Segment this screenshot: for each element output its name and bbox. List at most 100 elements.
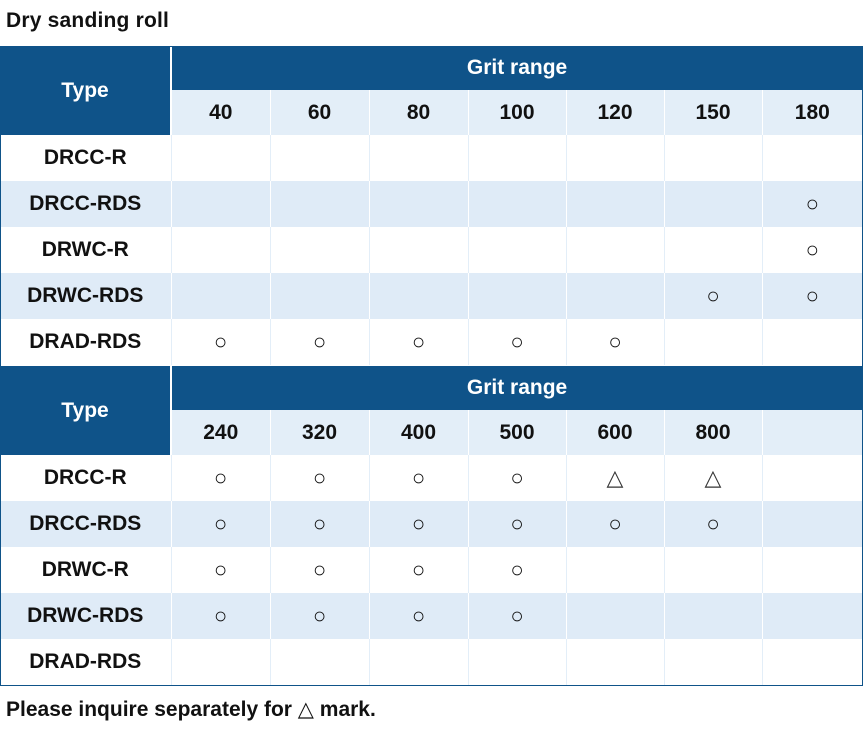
table-row: DRWC-R ○	[0, 227, 863, 273]
grit-availability-cell: ○	[269, 455, 369, 501]
type-cell: DRCC-RDS	[0, 181, 171, 227]
circle-mark: ○	[706, 510, 720, 536]
grit-availability-cell: ○	[170, 501, 270, 547]
grit-availability-cell	[269, 227, 369, 273]
grit-availability-cell	[269, 135, 369, 181]
grit-availability-cell: ○	[368, 455, 468, 501]
circle-mark: ○	[411, 464, 426, 490]
grit-availability-cell	[663, 181, 762, 227]
grit-availability-cell	[565, 181, 664, 227]
grit-availability-cell	[761, 639, 863, 685]
type-cell: DRWC-RDS	[0, 273, 171, 319]
circle-mark: ○	[213, 510, 228, 536]
grit-availability-cell	[565, 547, 664, 593]
grit-availability-cell: ○	[269, 547, 369, 593]
type-cell: DRWC-R	[0, 227, 171, 273]
table-row: DRWC-RDS ○ ○ ○ ○	[0, 593, 863, 639]
grit-availability-cell	[565, 273, 664, 319]
grit-availability-cell: ○	[170, 547, 270, 593]
page-title: Dry sanding roll	[6, 9, 170, 32]
circle-mark: ○	[510, 602, 524, 628]
grit-column-header: 80	[368, 90, 468, 135]
grit-column-header	[761, 410, 863, 455]
grit-availability-cell	[170, 273, 270, 319]
grit-availability-cell: ○	[269, 319, 369, 365]
grit-availability-cell	[663, 593, 762, 639]
circle-mark: ○	[213, 328, 228, 354]
circle-mark: ○	[312, 328, 327, 354]
circle-mark: ○	[213, 464, 228, 490]
grit-availability-cell	[269, 181, 369, 227]
circle-mark: ○	[510, 556, 524, 582]
type-header: Type	[0, 366, 172, 455]
grit-availability-cell	[467, 639, 566, 685]
grit-range-header: Grit range	[171, 46, 863, 90]
grit-availability-cell	[663, 547, 762, 593]
grit-availability-cell: ○	[269, 501, 369, 547]
type-cell: DRWC-RDS	[0, 593, 171, 639]
grit-availability-cell	[565, 639, 664, 685]
circle-mark: ○	[411, 510, 426, 536]
circle-mark: ○	[213, 602, 228, 628]
table-row: DRCC-R	[0, 135, 863, 181]
grit-availability-cell	[170, 181, 270, 227]
circle-mark: ○	[805, 190, 819, 216]
grit-column-header: 400	[368, 410, 468, 455]
grit-availability-cell	[269, 273, 369, 319]
grit-availability-cell	[761, 455, 863, 501]
circle-mark: ○	[805, 236, 819, 262]
circle-mark: ○	[608, 328, 622, 354]
grit-availability-cell	[467, 135, 566, 181]
grit-availability-cell	[761, 135, 863, 181]
grit-availability-cell	[565, 593, 664, 639]
grit-availability-cell: ○	[565, 319, 664, 365]
grit-availability-cell	[761, 593, 863, 639]
grit-availability-cell	[170, 135, 270, 181]
table-row: DRWC-R ○ ○ ○ ○	[0, 547, 863, 593]
grit-availability-cell	[663, 639, 762, 685]
grit-range-header: Grit range	[171, 366, 863, 410]
circle-mark: ○	[510, 510, 524, 536]
grit-availability-cell	[467, 181, 566, 227]
circle-mark: ○	[213, 556, 228, 582]
circle-mark: ○	[411, 328, 426, 354]
grit-availability-cell: ○	[269, 593, 369, 639]
grit-availability-cell	[368, 273, 468, 319]
grit-availability-cell: ○	[467, 319, 566, 365]
grit-column-header: 40	[171, 90, 270, 135]
grit-column-header: 600	[565, 410, 664, 455]
grit-availability-cell	[269, 639, 369, 685]
grit-availability-cell	[467, 227, 566, 273]
grit-availability-cell: ○	[467, 547, 566, 593]
circle-mark: ○	[510, 464, 524, 490]
grit-availability-cell: ○	[663, 501, 762, 547]
grit-column-header: 240	[171, 410, 270, 455]
table-row: DRAD-RDS ○ ○ ○ ○ ○	[0, 319, 863, 365]
type-cell: DRAD-RDS	[0, 319, 171, 365]
grit-table-1: Type Grit range 40 60 80 100 120 150 180…	[0, 46, 863, 365]
grit-availability-cell	[565, 135, 664, 181]
grit-availability-cell: ○	[663, 273, 762, 319]
grit-availability-cell	[368, 181, 468, 227]
circle-mark: ○	[411, 602, 426, 628]
grit-column-header: 60	[269, 90, 369, 135]
grit-availability-cell	[170, 227, 270, 273]
grit-availability-cell: ○	[170, 319, 270, 365]
grit-availability-cell	[170, 639, 270, 685]
grit-availability-cell: ○	[467, 593, 566, 639]
grit-availability-cell	[368, 639, 468, 685]
grit-availability-cell: ○	[761, 273, 863, 319]
table-row: DRCC-R ○ ○ ○ ○ △ △	[0, 455, 863, 501]
grit-column-header: 800	[663, 410, 762, 455]
triangle-mark: △	[704, 464, 722, 490]
grit-column-header: 500	[467, 410, 566, 455]
circle-mark: ○	[805, 282, 819, 308]
type-header: Type	[0, 46, 172, 135]
grit-column-header: 120	[565, 90, 664, 135]
circle-mark: ○	[706, 282, 720, 308]
grit-availability-cell: ○	[170, 593, 270, 639]
type-cell: DRWC-R	[0, 547, 171, 593]
table-body: DRCC-R ○ ○ ○ ○ △ △ DRCC-RDS ○ ○ ○ ○ ○ ○ DRWC-R ○ ○ ○ ○ DRWC…	[0, 455, 863, 685]
grit-column-header: 320	[269, 410, 369, 455]
table-row: DRCC-RDS ○	[0, 181, 863, 227]
